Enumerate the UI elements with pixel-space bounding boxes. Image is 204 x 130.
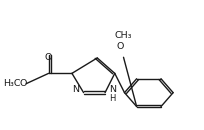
Text: CH₃: CH₃ <box>115 31 132 40</box>
Text: O: O <box>117 43 124 51</box>
Text: H: H <box>109 94 115 103</box>
Text: O: O <box>45 53 52 62</box>
Text: N: N <box>109 85 116 94</box>
Text: N: N <box>72 85 79 94</box>
Text: O: O <box>20 79 27 88</box>
Text: H₃C: H₃C <box>3 79 20 88</box>
